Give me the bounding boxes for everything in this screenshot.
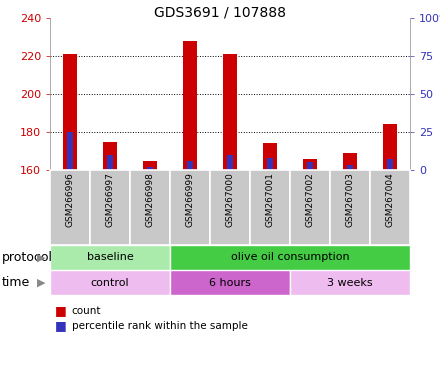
Bar <box>183 41 197 170</box>
Bar <box>50 270 170 295</box>
Text: control: control <box>91 278 129 288</box>
Text: GSM266998: GSM266998 <box>146 172 154 227</box>
Bar <box>223 54 237 170</box>
Bar <box>370 170 410 245</box>
Text: protocol: protocol <box>2 251 53 264</box>
Bar <box>343 153 357 170</box>
Text: ▶: ▶ <box>37 278 46 288</box>
Text: GSM267002: GSM267002 <box>305 172 315 227</box>
Bar <box>147 167 153 170</box>
Text: GSM267000: GSM267000 <box>226 172 235 227</box>
Text: ■: ■ <box>55 319 67 333</box>
Bar <box>170 270 290 295</box>
Bar <box>103 141 117 170</box>
Bar <box>307 162 313 170</box>
Text: GSM267004: GSM267004 <box>385 172 395 227</box>
Text: olive oil consumption: olive oil consumption <box>231 253 349 263</box>
Text: count: count <box>72 306 101 316</box>
Text: 3 weeks: 3 weeks <box>327 278 373 288</box>
Text: GDS3691 / 107888: GDS3691 / 107888 <box>154 5 286 19</box>
Text: baseline: baseline <box>87 253 133 263</box>
Bar <box>387 159 393 170</box>
Bar <box>50 245 170 270</box>
Bar <box>263 143 277 170</box>
Text: GSM267001: GSM267001 <box>265 172 275 227</box>
Bar <box>143 161 157 170</box>
Bar <box>107 155 113 170</box>
Bar <box>67 132 73 170</box>
Text: ▶: ▶ <box>37 253 46 263</box>
Bar <box>330 170 370 245</box>
Text: 6 hours: 6 hours <box>209 278 251 288</box>
Text: GSM266996: GSM266996 <box>66 172 74 227</box>
Bar <box>303 159 317 170</box>
Bar <box>170 245 410 270</box>
Bar <box>210 170 250 245</box>
Text: GSM266999: GSM266999 <box>186 172 194 227</box>
Text: GSM266997: GSM266997 <box>106 172 114 227</box>
Text: time: time <box>2 276 30 289</box>
Bar <box>290 270 410 295</box>
Bar <box>63 54 77 170</box>
Bar <box>187 161 193 170</box>
Bar <box>383 124 397 170</box>
Bar <box>347 166 353 170</box>
Bar <box>267 158 273 170</box>
Text: percentile rank within the sample: percentile rank within the sample <box>72 321 248 331</box>
Bar <box>170 170 210 245</box>
Text: GSM267003: GSM267003 <box>345 172 355 227</box>
Bar <box>250 170 290 245</box>
Bar <box>130 170 170 245</box>
Bar <box>50 170 90 245</box>
Bar <box>227 155 233 170</box>
Bar <box>290 170 330 245</box>
Bar <box>90 170 130 245</box>
Text: ■: ■ <box>55 305 67 318</box>
